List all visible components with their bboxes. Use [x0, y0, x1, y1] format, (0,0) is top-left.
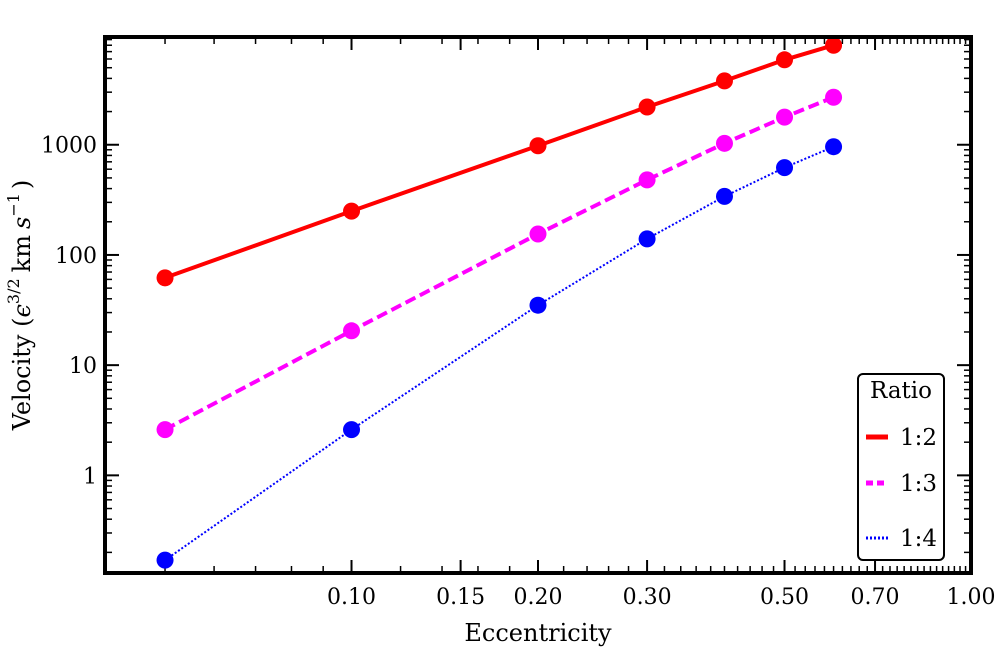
data-point-1-3	[715, 134, 733, 152]
x-tick-label: 1.00	[947, 585, 996, 610]
data-point-1-3	[825, 88, 843, 106]
x-tick-label: 0.15	[436, 585, 485, 610]
data-point-1-4	[825, 138, 843, 156]
data-point-1-2	[715, 72, 733, 90]
data-point-1-4	[776, 159, 794, 177]
data-point-1-2	[156, 269, 174, 287]
data-point-1-2	[825, 36, 843, 54]
y-label-epsilon: ϵ	[8, 304, 36, 317]
series-line-1-3	[164, 95, 835, 432]
y-tick-label: 1	[83, 464, 97, 489]
x-tick-label: 0.10	[327, 585, 376, 610]
ticks-layer: 0.10 0.15 0.20 0.30 0.50 0.70 1.00 1 10 100 1000	[41, 37, 995, 610]
legend: Ratio 1:2 1:3 1:4	[857, 373, 945, 561]
data-point-1-2	[343, 202, 361, 220]
x-tick-label: 0.50	[760, 585, 809, 610]
y-label-unit: km	[8, 235, 36, 273]
plot-frame	[103, 35, 973, 575]
data-point-1-2	[638, 98, 656, 116]
y-label-exp: 3/2	[4, 278, 23, 304]
data-point-1-2	[529, 137, 547, 155]
data-point-1-3	[529, 225, 547, 243]
x-axis-label: Eccentricity	[464, 619, 612, 647]
y-label-suffix: )	[8, 180, 36, 189]
y-axis-label: Velocity (ϵ3/2 km s−1)	[4, 180, 36, 432]
y-label-s: s	[8, 217, 36, 229]
x-tick-label: 0.20	[514, 585, 563, 610]
legend-label-1-4: 1:4	[900, 526, 937, 552]
data-point-1-3	[156, 421, 174, 439]
legend-label-1-3: 1:3	[900, 471, 937, 497]
y-label-s-exp: −1	[4, 193, 23, 217]
legend-box	[857, 373, 945, 561]
data-point-1-4	[529, 296, 547, 314]
y-label-prefix: Velocity (	[8, 318, 36, 432]
y-tick-label: 1000	[41, 134, 97, 159]
series-line-1-2	[164, 43, 835, 280]
legend-title: Ratio	[870, 378, 932, 404]
series-line-1-4	[164, 145, 834, 562]
series-layer	[156, 36, 843, 569]
y-tick-label: 100	[55, 244, 97, 269]
data-point-1-4	[715, 187, 733, 205]
x-tick-label: 0.30	[623, 585, 672, 610]
y-tick-label: 10	[69, 354, 97, 379]
data-point-1-2	[776, 51, 794, 69]
data-point-1-4	[156, 551, 174, 569]
data-point-1-4	[638, 230, 656, 248]
data-point-1-4	[343, 421, 361, 439]
data-point-1-3	[343, 322, 361, 340]
legend-label-1-2: 1:2	[900, 425, 937, 451]
x-tick-label: 0.70	[851, 585, 900, 610]
data-point-1-3	[638, 171, 656, 189]
data-point-1-3	[776, 108, 794, 126]
